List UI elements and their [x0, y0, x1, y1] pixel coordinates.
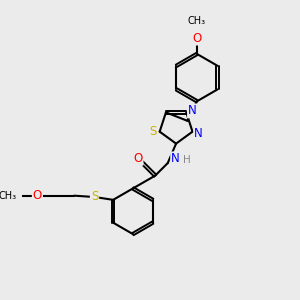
Text: O: O: [192, 32, 202, 45]
Text: CH₃: CH₃: [0, 191, 16, 201]
Text: H: H: [183, 155, 191, 165]
Text: N: N: [188, 104, 197, 118]
Text: CH₃: CH₃: [188, 16, 206, 26]
Text: N: N: [194, 127, 203, 140]
Text: S: S: [91, 190, 98, 203]
Text: O: O: [133, 152, 142, 165]
Text: N: N: [171, 152, 180, 165]
Text: S: S: [149, 125, 156, 138]
Text: O: O: [33, 189, 42, 202]
